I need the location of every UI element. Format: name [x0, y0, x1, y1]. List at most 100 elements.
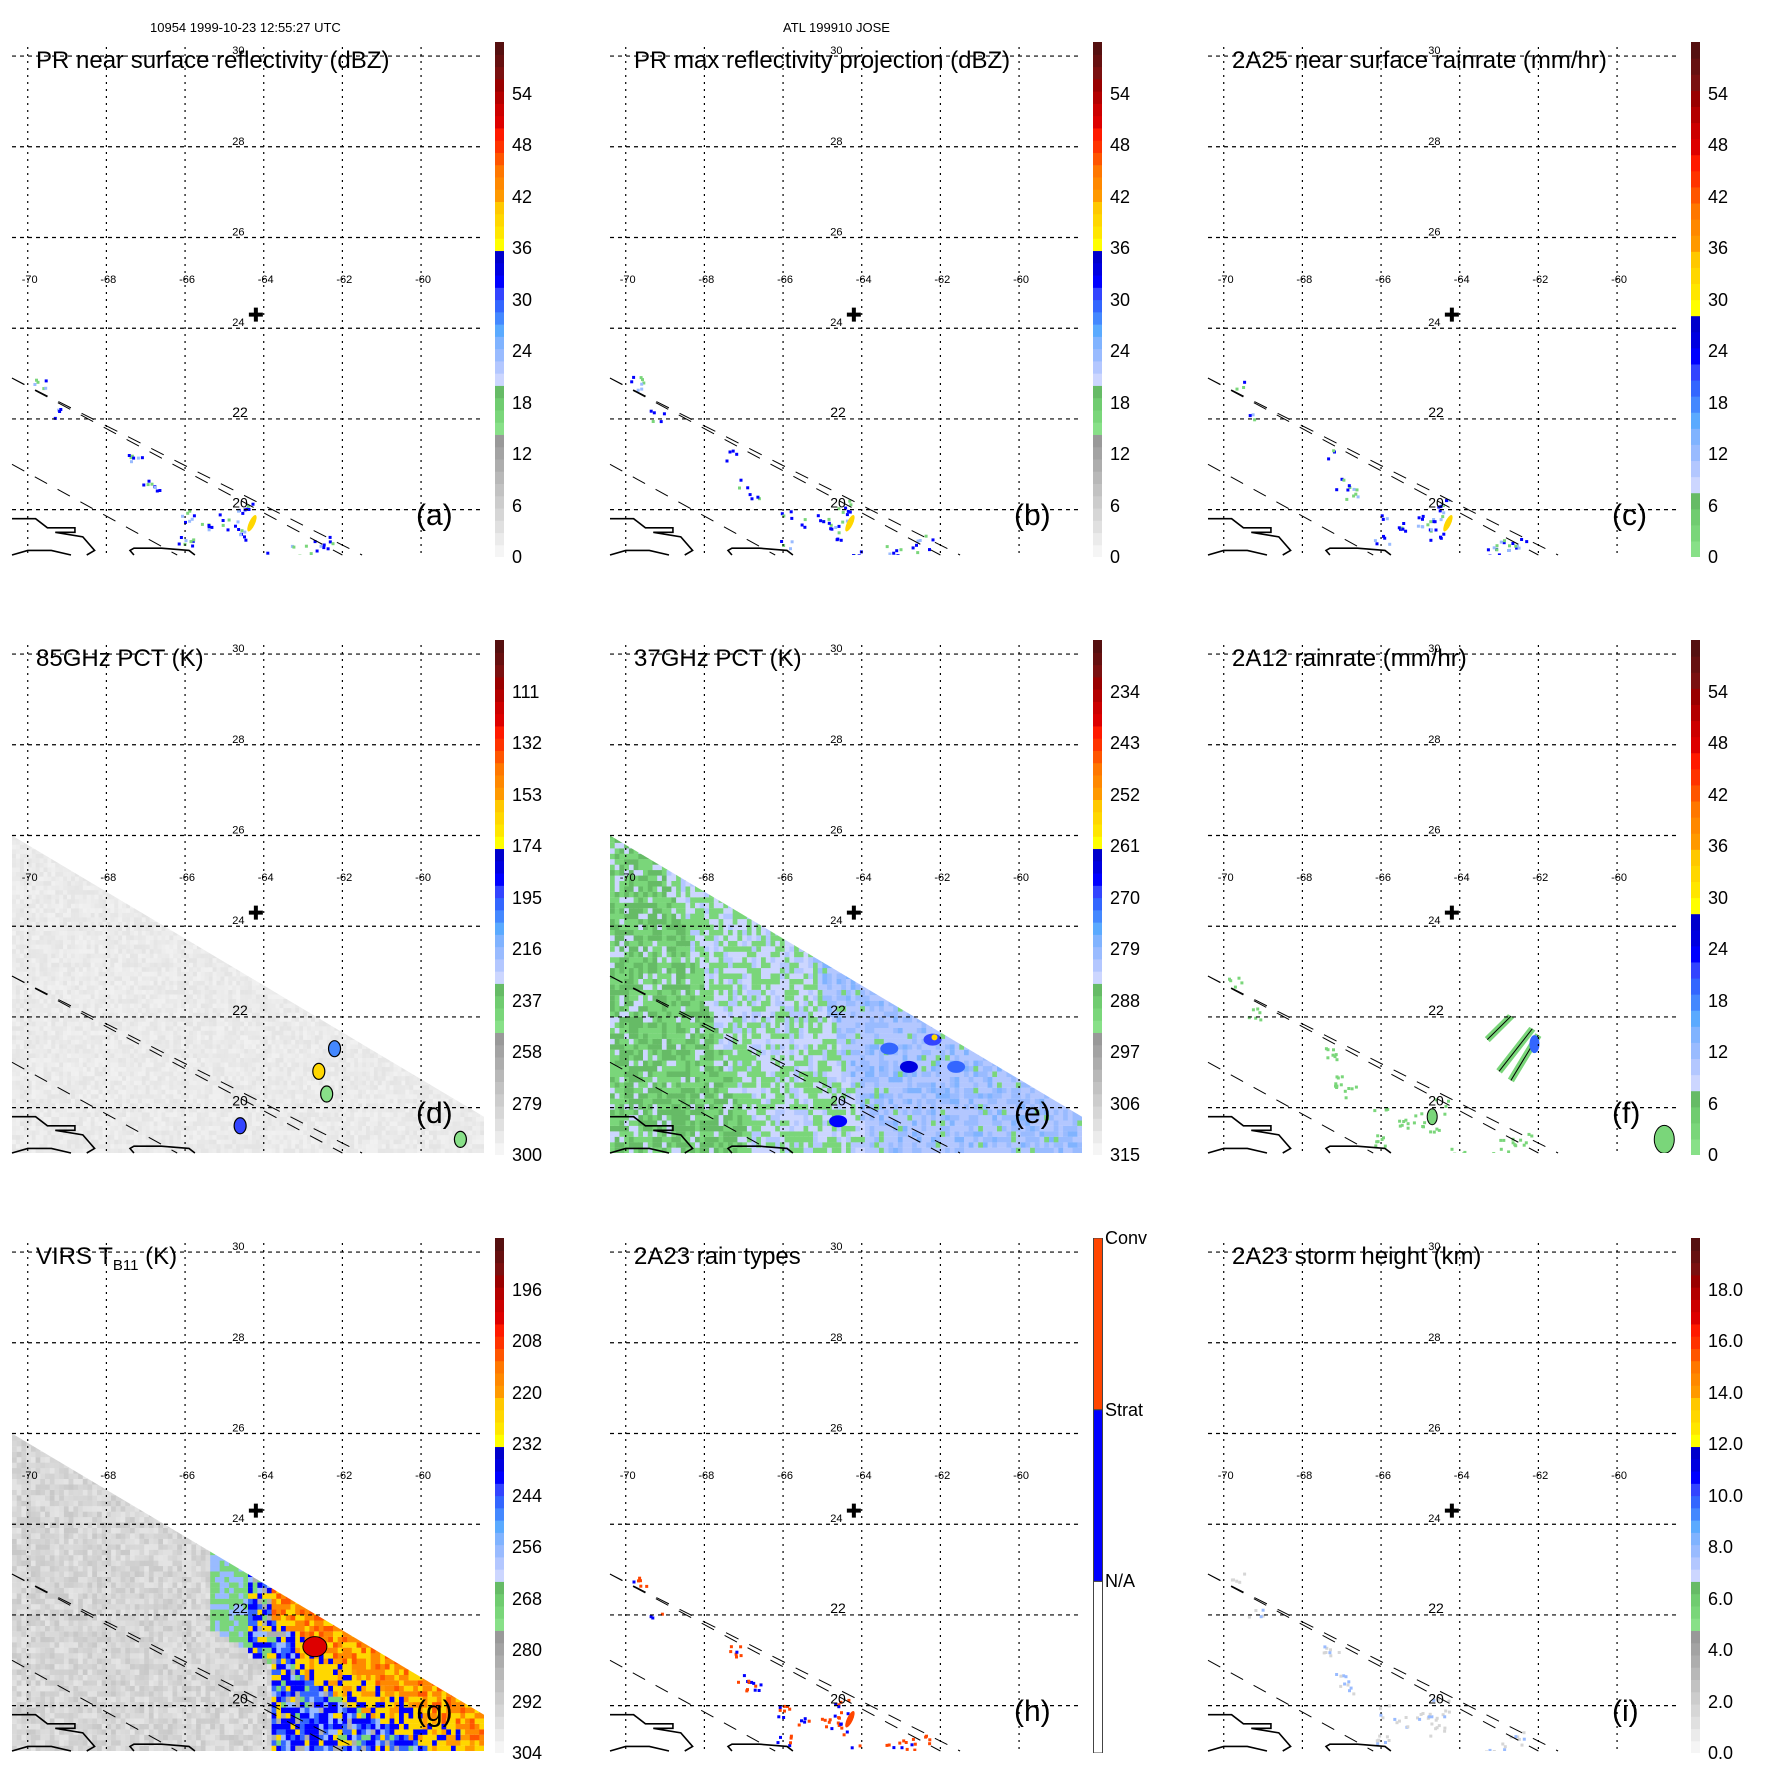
data-cell [43, 1116, 48, 1122]
data-cell [31, 867, 36, 872]
data-cell [169, 971, 174, 977]
data-cell [169, 944, 174, 950]
data-cell [255, 1125, 261, 1131]
data-cell [118, 1007, 123, 1013]
data-cell [15, 894, 21, 900]
data-cell [74, 944, 80, 950]
data-cell [425, 1103, 430, 1108]
data-cell [200, 976, 205, 981]
data-cell [59, 1044, 64, 1049]
data-cell [137, 1103, 143, 1108]
data-cell [165, 1121, 170, 1126]
data-cell [106, 1121, 111, 1126]
data-cell [295, 1030, 300, 1036]
data-cell [307, 1148, 312, 1153]
data-cell [51, 980, 56, 986]
data-cell [67, 1030, 72, 1036]
data-cell [255, 1143, 261, 1149]
data-cell [98, 1112, 103, 1117]
data-cell [71, 894, 76, 900]
data-cell [173, 1143, 178, 1149]
data-cell [98, 962, 103, 968]
data-cell [837, 531, 841, 535]
data-cell [169, 1085, 174, 1090]
data-cell [192, 962, 198, 968]
data-cell [366, 1125, 371, 1131]
data-cell [819, 519, 823, 523]
data-cell [102, 1080, 107, 1086]
data-cell [98, 953, 103, 959]
data-cell [255, 1066, 261, 1072]
data-cell [31, 894, 36, 900]
data-cell [369, 1139, 375, 1145]
data-cell [153, 1148, 158, 1153]
data-cell [161, 1003, 166, 1009]
data-cell [102, 1039, 107, 1045]
data-cell [27, 1125, 32, 1131]
data-cell [173, 962, 178, 968]
data-cell [102, 1103, 107, 1108]
data-cell [307, 1016, 312, 1022]
data-cell [169, 989, 174, 995]
data-cell [369, 1066, 375, 1072]
data-cell [74, 1139, 80, 1145]
data-cell [141, 1057, 146, 1063]
data-cell [393, 1080, 398, 1086]
data-cell [39, 908, 44, 913]
data-cell [110, 1134, 115, 1140]
data-cell [271, 1094, 276, 1099]
data-cell [318, 1030, 323, 1036]
data-cell [295, 1089, 300, 1095]
data-cell [1421, 517, 1424, 521]
data-cell [397, 1134, 402, 1140]
data-cell [240, 967, 245, 972]
data-cell [212, 1044, 217, 1049]
data-cell [236, 1016, 241, 1022]
data-cell [55, 1035, 60, 1040]
data-cell [259, 1143, 264, 1149]
data-cell [236, 1134, 241, 1140]
data-cell [27, 1107, 32, 1113]
data-cell [326, 1134, 331, 1140]
data-cell [78, 880, 84, 886]
data-cell [74, 1071, 80, 1077]
data-cell [106, 962, 111, 968]
data-cell [90, 948, 95, 954]
data-cell [189, 1080, 194, 1086]
data-cell [240, 1094, 245, 1099]
data-cell [181, 948, 186, 954]
data-cell [59, 985, 64, 990]
data-cell [59, 1121, 64, 1126]
data-cell [82, 1121, 87, 1126]
data-cell [350, 1121, 355, 1126]
data-cell [827, 521, 831, 525]
data-cell [216, 1066, 221, 1072]
data-cell [373, 1143, 379, 1149]
data-cell [220, 1021, 225, 1027]
data-cell [196, 1112, 202, 1117]
data-cell [35, 926, 40, 931]
data-cell [130, 930, 135, 936]
data-cell [177, 1085, 182, 1090]
data-cell [314, 1148, 320, 1153]
data-cell [19, 980, 25, 986]
data-cell [192, 1016, 198, 1022]
data-cell [98, 935, 103, 941]
data-cell [137, 1016, 143, 1022]
data-cell [307, 1089, 312, 1095]
data-cell [271, 1039, 276, 1045]
data-cell [267, 1030, 272, 1036]
data-cell [78, 1007, 84, 1013]
data-cell [141, 1094, 146, 1099]
data-cell [1439, 505, 1443, 509]
data-cell [228, 971, 233, 977]
data-cell [232, 1062, 237, 1068]
data-cell [1355, 488, 1359, 492]
data-cell [224, 1035, 229, 1040]
data-cell [122, 948, 127, 954]
data-cell [236, 1107, 241, 1113]
data-cell [51, 917, 56, 922]
data-cell [106, 894, 111, 900]
data-cell [641, 378, 644, 382]
data-cell [39, 1143, 44, 1149]
